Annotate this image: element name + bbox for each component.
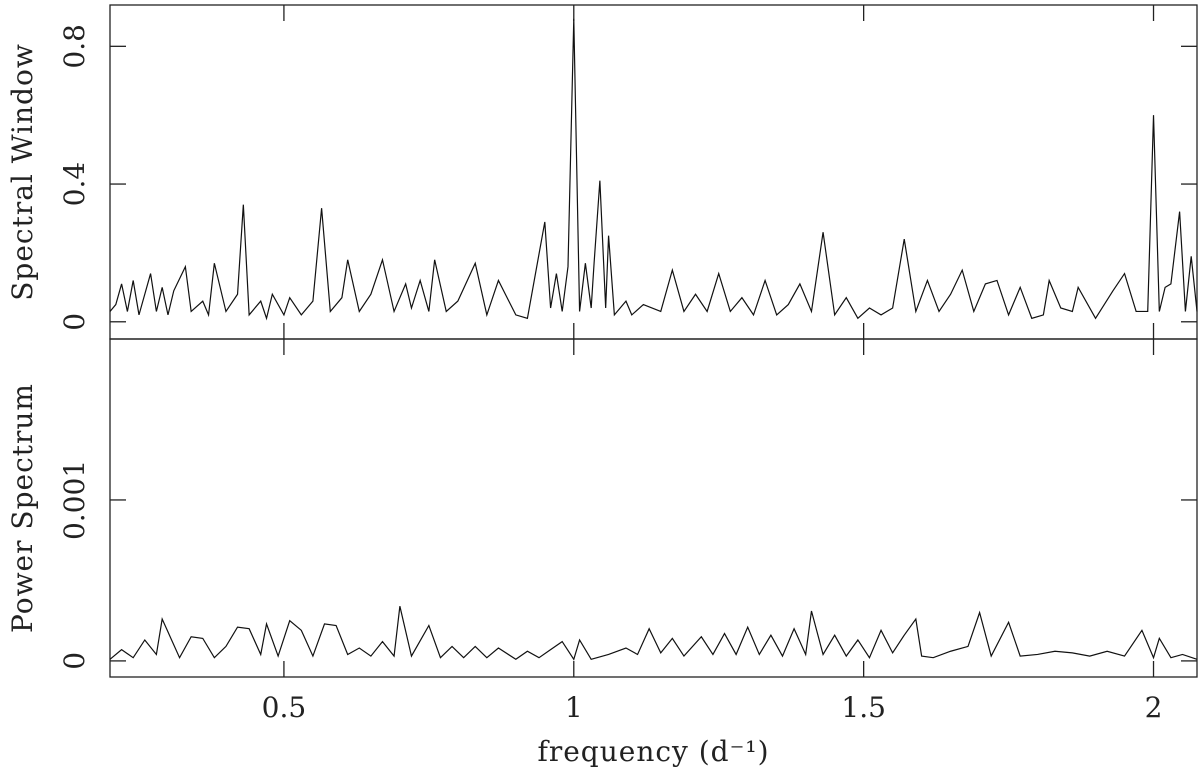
x-tick-label: 2 <box>1145 691 1163 724</box>
y-tick-label: 0.4 <box>58 162 91 207</box>
y-tick-label: 0.001 <box>58 460 91 540</box>
plot-frame <box>109 338 1198 678</box>
x-axis-label: frequency (d⁻¹) <box>537 735 769 768</box>
x-tick-label: 0.5 <box>262 691 307 724</box>
spectrum-line <box>109 18 1198 321</box>
x-tick-label: 1.5 <box>841 691 886 724</box>
y-axis-label: Power Spectrum <box>6 383 39 633</box>
x-tick-label: 1 <box>565 691 583 724</box>
y-axis-label: Spectral Window <box>6 43 39 301</box>
plot-frame <box>109 4 1198 340</box>
y-tick-label: 0 <box>58 652 91 670</box>
y-tick-label: 0.8 <box>58 24 91 69</box>
spectrum-line <box>109 606 1198 661</box>
y-tick-label: 0 <box>58 313 91 331</box>
